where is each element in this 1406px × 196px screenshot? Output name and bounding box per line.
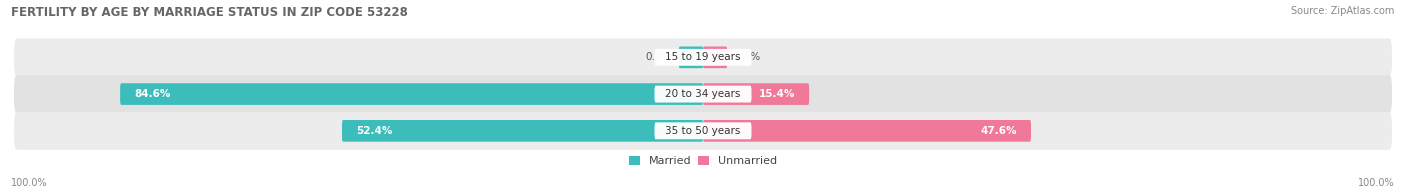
Text: Source: ZipAtlas.com: Source: ZipAtlas.com [1291,6,1395,16]
Text: 35 to 50 years: 35 to 50 years [665,126,741,136]
FancyBboxPatch shape [655,86,751,103]
Text: 0.0%: 0.0% [645,52,672,62]
FancyBboxPatch shape [703,120,1031,142]
FancyBboxPatch shape [14,38,1392,76]
Text: FERTILITY BY AGE BY MARRIAGE STATUS IN ZIP CODE 53228: FERTILITY BY AGE BY MARRIAGE STATUS IN Z… [11,6,408,19]
Text: 100.0%: 100.0% [1358,178,1395,188]
FancyBboxPatch shape [120,83,703,105]
FancyBboxPatch shape [342,120,703,142]
FancyBboxPatch shape [655,122,751,139]
FancyBboxPatch shape [14,75,1392,113]
Text: 15.4%: 15.4% [759,89,796,99]
FancyBboxPatch shape [655,49,751,66]
FancyBboxPatch shape [703,46,727,68]
Text: 15 to 19 years: 15 to 19 years [665,52,741,62]
FancyBboxPatch shape [679,46,703,68]
Text: 47.6%: 47.6% [980,126,1017,136]
Legend: Married, Unmarried: Married, Unmarried [627,154,779,169]
FancyBboxPatch shape [14,112,1392,150]
Text: 20 to 34 years: 20 to 34 years [665,89,741,99]
Text: 84.6%: 84.6% [134,89,170,99]
Text: 52.4%: 52.4% [356,126,392,136]
Text: 0.0%: 0.0% [734,52,761,62]
FancyBboxPatch shape [703,83,808,105]
Text: 100.0%: 100.0% [11,178,48,188]
